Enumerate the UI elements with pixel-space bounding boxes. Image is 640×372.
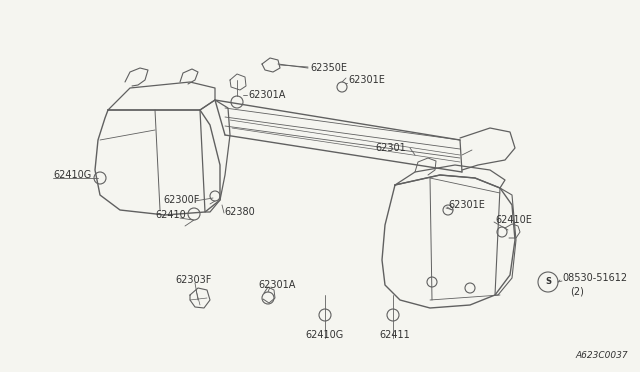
Text: 62301A: 62301A xyxy=(258,280,296,290)
Text: 62411: 62411 xyxy=(380,330,410,340)
Text: 62301: 62301 xyxy=(375,143,406,153)
Text: 62300F: 62300F xyxy=(163,195,200,205)
Text: S: S xyxy=(545,278,551,286)
Text: (2): (2) xyxy=(570,287,584,297)
Text: A623C0037: A623C0037 xyxy=(575,351,628,360)
Text: 62301E: 62301E xyxy=(448,200,485,210)
Text: 08530-51612: 08530-51612 xyxy=(562,273,627,283)
Text: 62410: 62410 xyxy=(155,210,186,220)
Text: 62410G: 62410G xyxy=(53,170,92,180)
Text: 62301A: 62301A xyxy=(248,90,285,100)
Text: 62380: 62380 xyxy=(224,207,255,217)
Text: 62410E: 62410E xyxy=(495,215,532,225)
Text: 62410G: 62410G xyxy=(306,330,344,340)
Text: 62301E: 62301E xyxy=(348,75,385,85)
Text: 62303F: 62303F xyxy=(175,275,211,285)
Text: 62350E: 62350E xyxy=(310,63,347,73)
